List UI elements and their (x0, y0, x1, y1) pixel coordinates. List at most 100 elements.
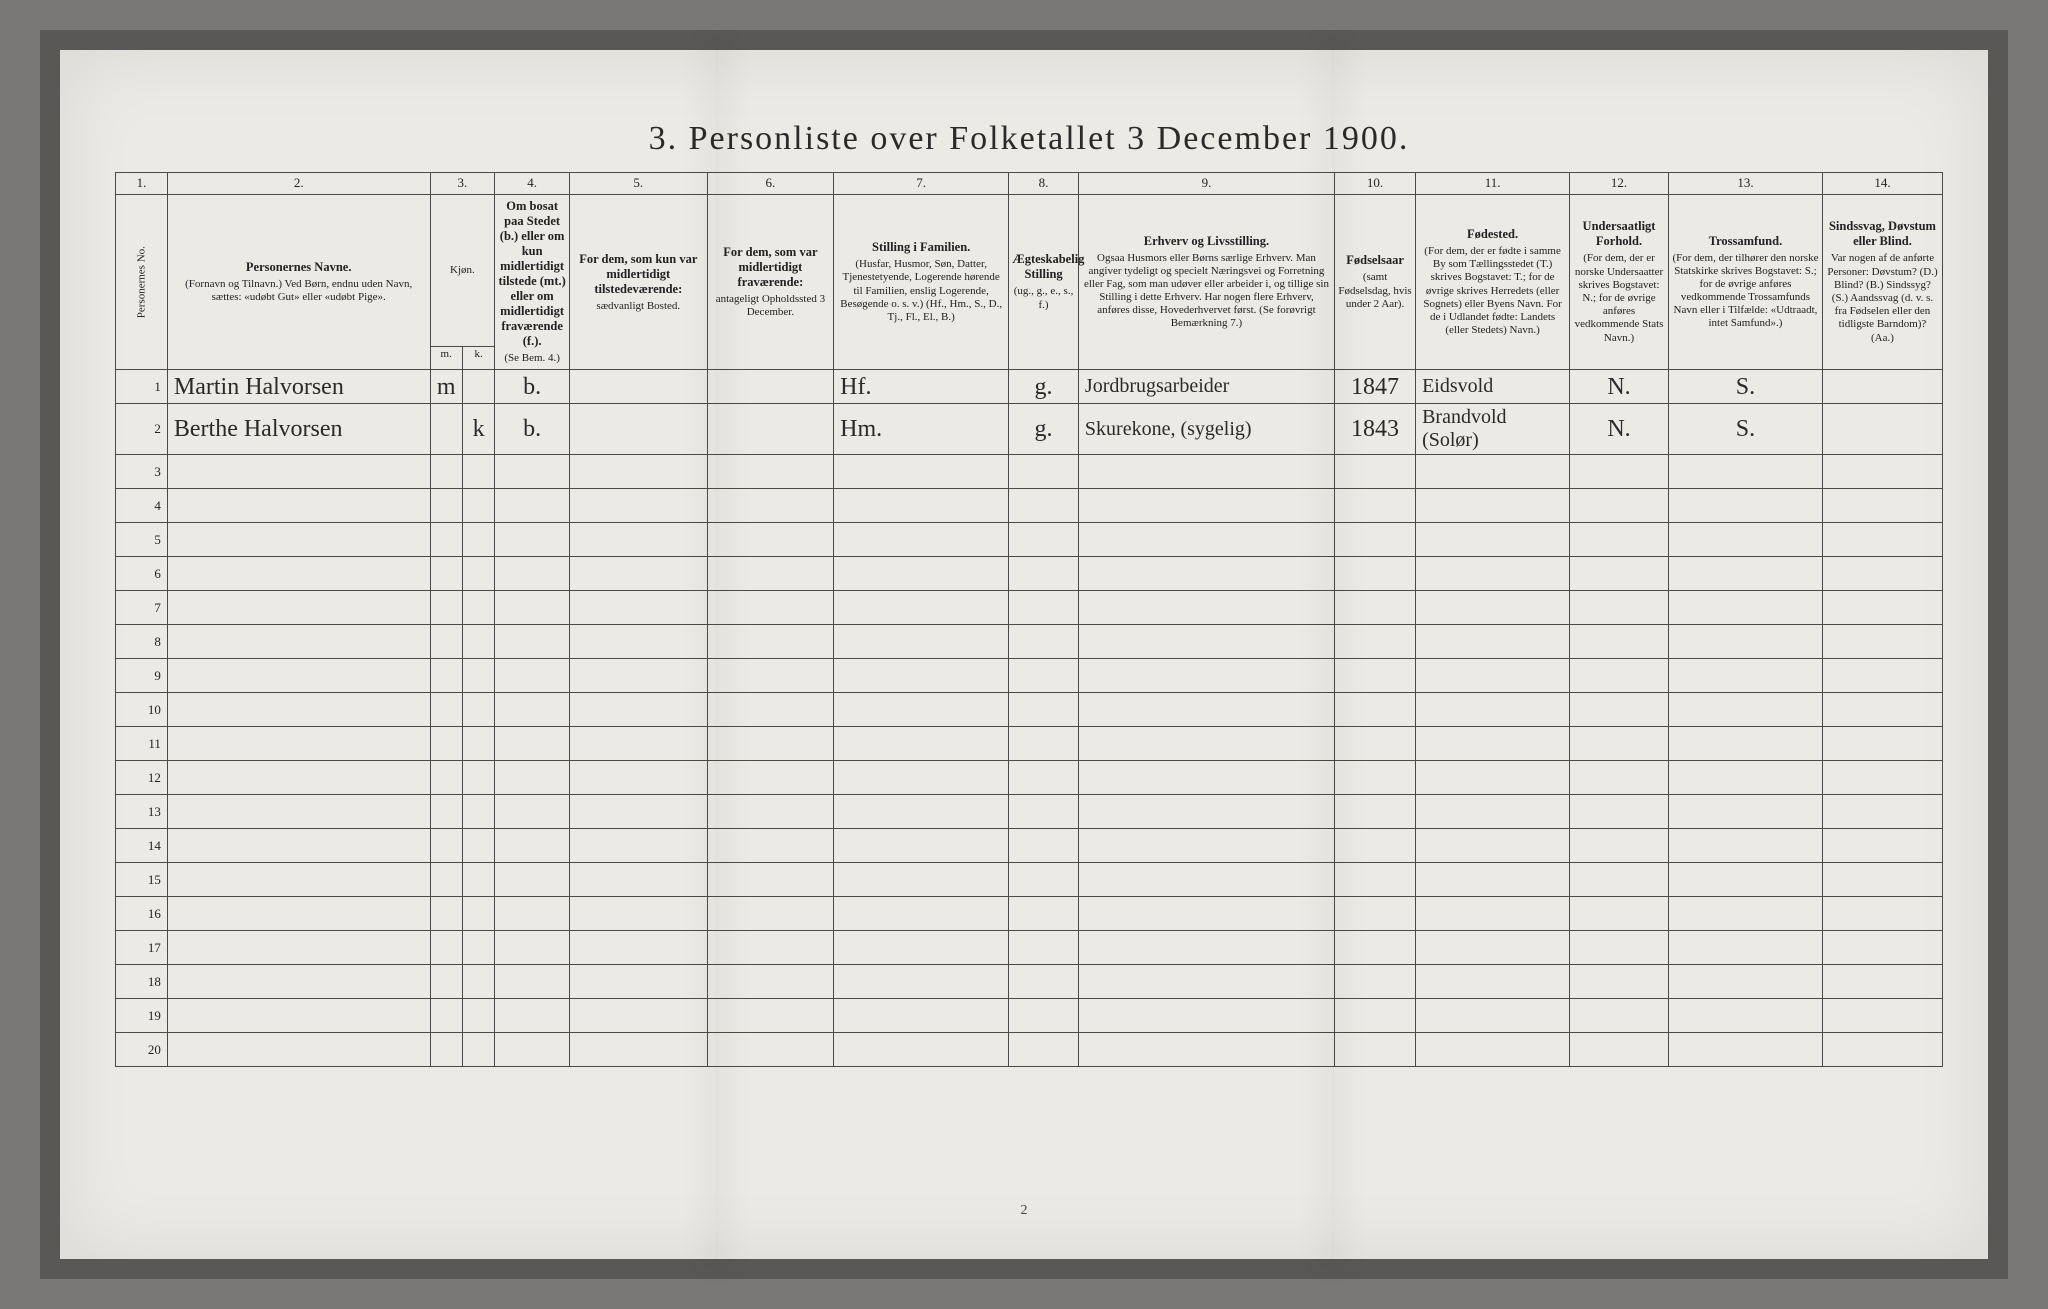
cell-birth-year (1335, 897, 1416, 931)
cell-temp-present (569, 625, 707, 659)
cell-occupation (1078, 965, 1334, 999)
cell-nationality (1570, 455, 1669, 489)
cell-nationality (1570, 1033, 1669, 1067)
table-row: 19 (116, 999, 1943, 1033)
cell-name (167, 489, 430, 523)
column-header: For dem, som kun var midlertidigt tilste… (569, 195, 707, 370)
cell-occupation (1078, 897, 1334, 931)
cell-marital (1009, 965, 1079, 999)
table-row: 3 (116, 455, 1943, 489)
cell-birthplace (1416, 727, 1570, 761)
cell-temp-present (569, 404, 707, 455)
cell-sex-k (462, 625, 494, 659)
cell-temp-absent (707, 591, 833, 625)
column-number: 2. (167, 173, 430, 195)
cell-temp-present (569, 659, 707, 693)
column-number: 8. (1009, 173, 1079, 195)
cell-sex-k (462, 999, 494, 1033)
row-number: 4 (116, 489, 168, 523)
table-row: 2Berthe Halvorsenkb.Hm.g.Skurekone, (syg… (116, 404, 1943, 455)
cell-family-pos (834, 659, 1009, 693)
cell-nationality (1570, 965, 1669, 999)
cell-faith (1668, 693, 1822, 727)
cell-sex-m (430, 523, 462, 557)
row-number: 20 (116, 1033, 168, 1067)
cell-marital (1009, 625, 1079, 659)
cell-occupation (1078, 693, 1334, 727)
cell-occupation (1078, 591, 1334, 625)
cell-resident (495, 625, 570, 659)
cell-sex-m (430, 931, 462, 965)
cell-sex-k (462, 829, 494, 863)
cell-disability (1822, 1033, 1942, 1067)
table-row: 14 (116, 829, 1943, 863)
cell-family-pos: Hm. (834, 404, 1009, 455)
cell-temp-present (569, 489, 707, 523)
cell-resident (495, 693, 570, 727)
cell-temp-absent (707, 625, 833, 659)
cell-disability (1822, 404, 1942, 455)
column-number: 11. (1416, 173, 1570, 195)
cell-birth-year (1335, 931, 1416, 965)
cell-faith (1668, 523, 1822, 557)
cell-nationality (1570, 761, 1669, 795)
cell-marital (1009, 795, 1079, 829)
cell-name (167, 693, 430, 727)
cell-occupation (1078, 795, 1334, 829)
cell-temp-absent (707, 659, 833, 693)
cell-temp-absent (707, 829, 833, 863)
cell-nationality (1570, 659, 1669, 693)
cell-sex-k (462, 489, 494, 523)
cell-birth-year (1335, 999, 1416, 1033)
cell-birthplace (1416, 795, 1570, 829)
cell-occupation (1078, 999, 1334, 1033)
cell-faith (1668, 625, 1822, 659)
cell-sex-m (430, 625, 462, 659)
cell-temp-absent (707, 999, 833, 1033)
cell-marital (1009, 489, 1079, 523)
cell-faith (1668, 727, 1822, 761)
cell-temp-present (569, 727, 707, 761)
cell-birthplace (1416, 557, 1570, 591)
cell-family-pos (834, 999, 1009, 1033)
cell-temp-present (569, 897, 707, 931)
cell-disability (1822, 897, 1942, 931)
row-number: 9 (116, 659, 168, 693)
table-row: 8 (116, 625, 1943, 659)
cell-sex-k (462, 897, 494, 931)
cell-birth-year (1335, 523, 1416, 557)
cell-temp-absent (707, 489, 833, 523)
cell-birthplace (1416, 931, 1570, 965)
cell-resident (495, 455, 570, 489)
column-header: Stilling i Familien.(Husfar, Husmor, Søn… (834, 195, 1009, 370)
cell-nationality (1570, 693, 1669, 727)
sex-female-subheader: k. (462, 346, 494, 369)
cell-disability (1822, 829, 1942, 863)
cell-nationality: N. (1570, 404, 1669, 455)
cell-occupation (1078, 727, 1334, 761)
column-number: 9. (1078, 173, 1334, 195)
cell-temp-absent (707, 455, 833, 489)
cell-name (167, 863, 430, 897)
cell-temp-present (569, 455, 707, 489)
cell-faith (1668, 489, 1822, 523)
cell-birthplace (1416, 863, 1570, 897)
cell-family-pos (834, 489, 1009, 523)
column-header: Om bosat paa Stedet (b.) eller om kun mi… (495, 195, 570, 370)
cell-occupation (1078, 761, 1334, 795)
cell-birth-year (1335, 761, 1416, 795)
cell-faith (1668, 557, 1822, 591)
cell-temp-absent (707, 761, 833, 795)
footer-page-number: 2 (1021, 1203, 1028, 1219)
column-number: 14. (1822, 173, 1942, 195)
cell-resident: b. (495, 404, 570, 455)
cell-birthplace (1416, 625, 1570, 659)
table-row: 5 (116, 523, 1943, 557)
cell-temp-absent (707, 404, 833, 455)
row-number: 10 (116, 693, 168, 727)
cell-occupation (1078, 489, 1334, 523)
census-page: 3. Personliste over Folketallet 3 Decemb… (60, 50, 1988, 1259)
cell-nationality (1570, 523, 1669, 557)
column-header: Erhverv og Livsstilling.Ogsaa Husmors el… (1078, 195, 1334, 370)
cell-nationality (1570, 897, 1669, 931)
